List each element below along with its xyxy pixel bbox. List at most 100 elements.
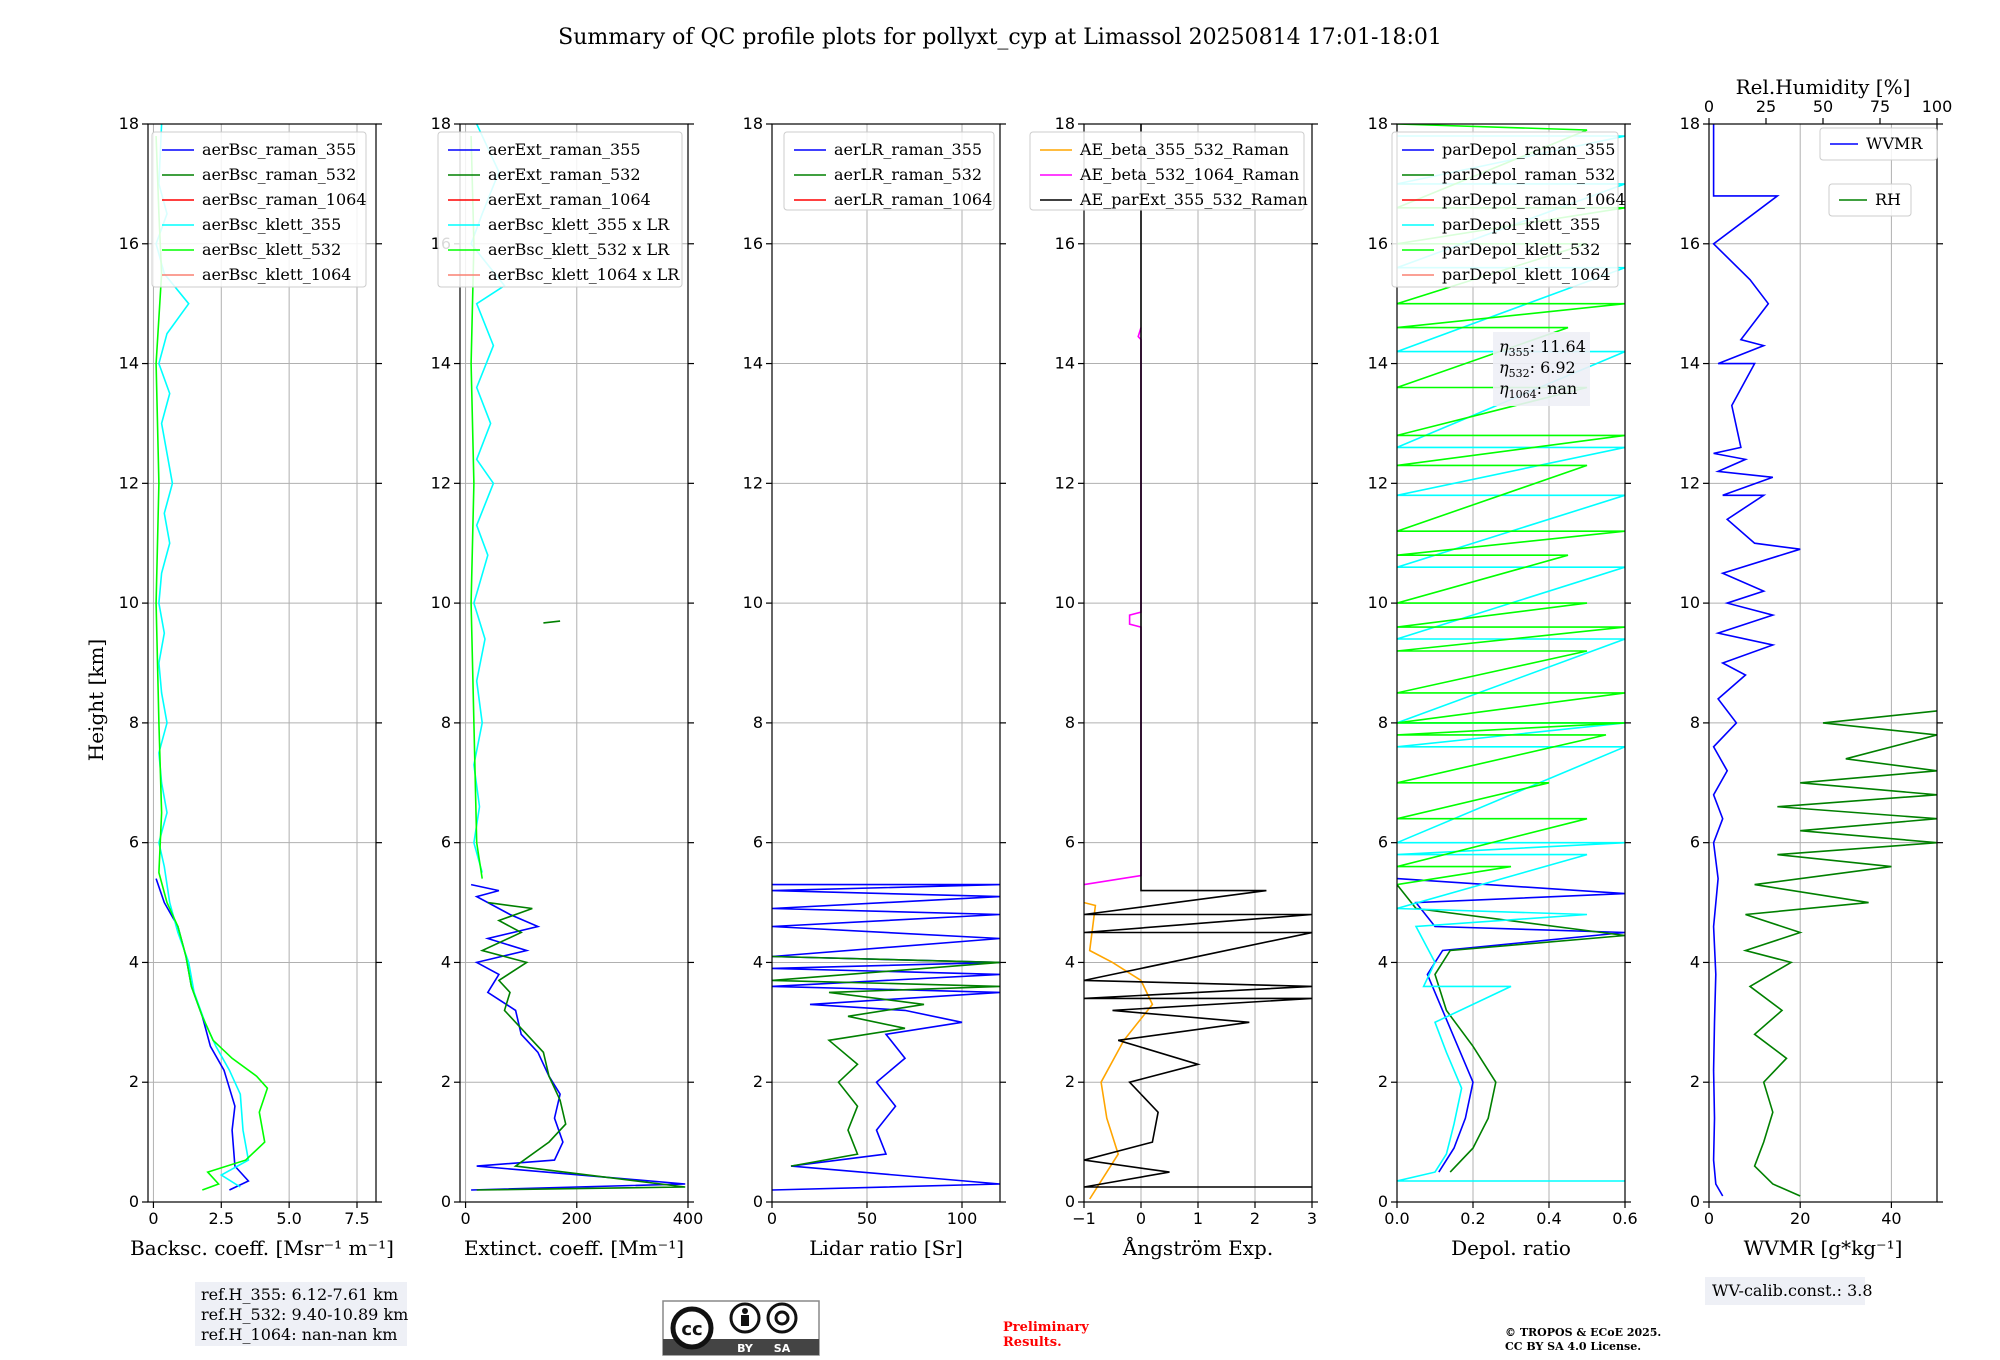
series-line-parDepol_raman_532 bbox=[1397, 884, 1625, 1173]
y-tick-label: 18 bbox=[119, 114, 139, 133]
series-line-aerBsc_klett_532 bbox=[155, 135, 269, 1191]
y-tick-label: 2 bbox=[1065, 1072, 1075, 1091]
extra-segment-0 bbox=[543, 620, 561, 624]
x-axis-label: Backsc. coeff. [Msr⁻¹ m⁻¹] bbox=[130, 1236, 394, 1260]
eta-line: η1064: nan bbox=[1499, 379, 1577, 401]
series-group bbox=[1397, 124, 1625, 1182]
series-line-parDepol_klett_532 bbox=[1397, 124, 1625, 886]
legend-box bbox=[151, 131, 367, 288]
y-tick-label: 16 bbox=[119, 234, 139, 253]
ref-height-box bbox=[195, 1282, 407, 1346]
x-axis-label: Depol. ratio bbox=[1451, 1236, 1571, 1260]
y-tick-label: 12 bbox=[119, 473, 139, 492]
y-tick-label: 16 bbox=[1055, 234, 1075, 253]
series-line-aerExt_raman_355 bbox=[470, 883, 686, 1191]
series-line-parDepol_klett_355 bbox=[1397, 135, 1625, 1182]
y-tick-label: 12 bbox=[1055, 473, 1075, 492]
legend-entry: AE_beta_532_1064_Raman bbox=[1079, 165, 1299, 184]
legend-box bbox=[1828, 183, 1912, 217]
y-tick-label: 4 bbox=[753, 952, 763, 971]
x-tick-label: 0 bbox=[460, 1209, 470, 1228]
y-tick-label: 6 bbox=[129, 833, 139, 852]
y-tick-label: 18 bbox=[1368, 114, 1388, 133]
legend-box bbox=[1391, 131, 1619, 288]
x-axis-label: Extinct. coeff. [Mm⁻¹] bbox=[464, 1236, 684, 1260]
legend-entry: aerBsc_klett_355 bbox=[202, 215, 341, 234]
series-line-parDepol_raman_355 bbox=[1397, 877, 1625, 1173]
y-tick-label: 8 bbox=[441, 713, 451, 732]
y-tick-label: 2 bbox=[129, 1072, 139, 1091]
x-axis-label: Ångström Exp. bbox=[1122, 1235, 1273, 1260]
y-tick-label: 10 bbox=[119, 593, 139, 612]
y-tick-label: 4 bbox=[129, 952, 139, 971]
eta-line: η532: 6.92 bbox=[1499, 358, 1576, 380]
y-tick-label: 0 bbox=[1690, 1192, 1700, 1211]
cc-text: cc bbox=[681, 1319, 702, 1340]
y-tick-label: 0 bbox=[1065, 1192, 1075, 1211]
legend-entry: WVMR bbox=[1866, 134, 1923, 153]
series-line-aerBsc_klett_355 bbox=[155, 124, 250, 1188]
axes-frame bbox=[1396, 123, 1626, 1203]
cc-sa-label: SA bbox=[774, 1342, 791, 1355]
legend-box bbox=[1819, 127, 1938, 161]
top-x-tick-label: 50 bbox=[1813, 97, 1833, 116]
x-tick-label: 0 bbox=[1136, 1209, 1146, 1228]
legend-box bbox=[437, 131, 683, 288]
y-tick-label: 10 bbox=[743, 593, 763, 612]
legend-entry: AE_beta_355_532_Raman bbox=[1079, 140, 1289, 159]
eta-line: η355: 11.64 bbox=[1499, 337, 1586, 359]
y-tick-label: 0 bbox=[441, 1192, 451, 1211]
x-tick-label: 7.5 bbox=[344, 1209, 369, 1228]
y-tick-label: 8 bbox=[1690, 713, 1700, 732]
share-alike-icon bbox=[766, 1302, 798, 1334]
x-tick-label: 0.0 bbox=[1384, 1209, 1409, 1228]
legend-entry: AE_parExt_355_532_Raman bbox=[1079, 190, 1308, 209]
legend-entry: parDepol_raman_1064 bbox=[1442, 190, 1626, 209]
series-group bbox=[1712, 124, 1937, 1197]
y-tick-label: 6 bbox=[441, 833, 451, 852]
eta-box bbox=[1493, 332, 1590, 406]
x-tick-label: 400 bbox=[673, 1209, 704, 1228]
x-tick-label: 2.5 bbox=[209, 1209, 234, 1228]
legend-entry: aerBsc_klett_1064 bbox=[202, 265, 351, 284]
legend-entry: aerLR_raman_1064 bbox=[834, 190, 992, 209]
y-tick-label: 8 bbox=[1378, 713, 1388, 732]
x-tick-label: −1 bbox=[1072, 1209, 1096, 1228]
x-tick-label: 0 bbox=[767, 1209, 777, 1228]
axes-frame bbox=[1708, 123, 1938, 1203]
panel-5: 0 2 4 6 8 10 12 14 16 18 0.0 0.2 0.4 0.6 Depol. ratio p… bbox=[1368, 114, 1638, 1260]
legend-entry: aerBsc_klett_1064 x LR bbox=[488, 265, 680, 284]
legend-entry: parDepol_klett_532 bbox=[1442, 240, 1600, 259]
axes-frame bbox=[459, 123, 689, 1203]
y-tick-label: 12 bbox=[1368, 473, 1388, 492]
series-line-aerLR_raman_532 bbox=[772, 955, 1000, 1167]
y-tick-label: 2 bbox=[1690, 1072, 1700, 1091]
legend-box bbox=[1029, 131, 1305, 211]
legend-entry: aerBsc_raman_355 bbox=[202, 140, 356, 159]
series-line-AE_parExt_355_532_Raman bbox=[1084, 124, 1312, 1188]
legend-box bbox=[783, 131, 995, 211]
top-axis-label: Rel.Humidity [%] bbox=[1736, 75, 1911, 99]
legend-entry: parDepol_klett_355 bbox=[1442, 215, 1600, 234]
panel-1: 0 2 4 6 8 10 12 14 16 18 0 2.5 5.0 7.5 Backsc. coeff. … bbox=[119, 114, 408, 1346]
top-x-tick-label: 75 bbox=[1870, 97, 1890, 116]
series-line-WVMR bbox=[1712, 124, 1801, 1197]
y-tick-label: 14 bbox=[743, 354, 763, 373]
y-tick-label: 0 bbox=[129, 1192, 139, 1211]
y-tick-label: 16 bbox=[1680, 234, 1700, 253]
x-tick-label: 0 bbox=[148, 1209, 158, 1228]
legend-entry: aerExt_raman_532 bbox=[488, 165, 641, 184]
wv-calib-text: WV-calib.const.: 3.8 bbox=[1712, 1281, 1873, 1300]
x-tick-label: 20 bbox=[1790, 1209, 1810, 1228]
legend-entry: aerBsc_raman_532 bbox=[202, 165, 356, 184]
y-tick-label: 18 bbox=[431, 114, 451, 133]
legend-entry: RH bbox=[1875, 190, 1901, 209]
legend-entry: aerLR_raman_532 bbox=[834, 165, 982, 184]
y-tick-label: 6 bbox=[1378, 833, 1388, 852]
panel-3: 0 2 4 6 8 10 12 14 16 18 0 50 100 Lidar ratio [Sr] aer… bbox=[743, 114, 1006, 1260]
y-tick-label: 6 bbox=[1690, 833, 1700, 852]
legend-entry: parDepol_raman_355 bbox=[1442, 140, 1615, 159]
axes-frame bbox=[771, 123, 1001, 1203]
y-tick-label: 16 bbox=[1368, 234, 1388, 253]
